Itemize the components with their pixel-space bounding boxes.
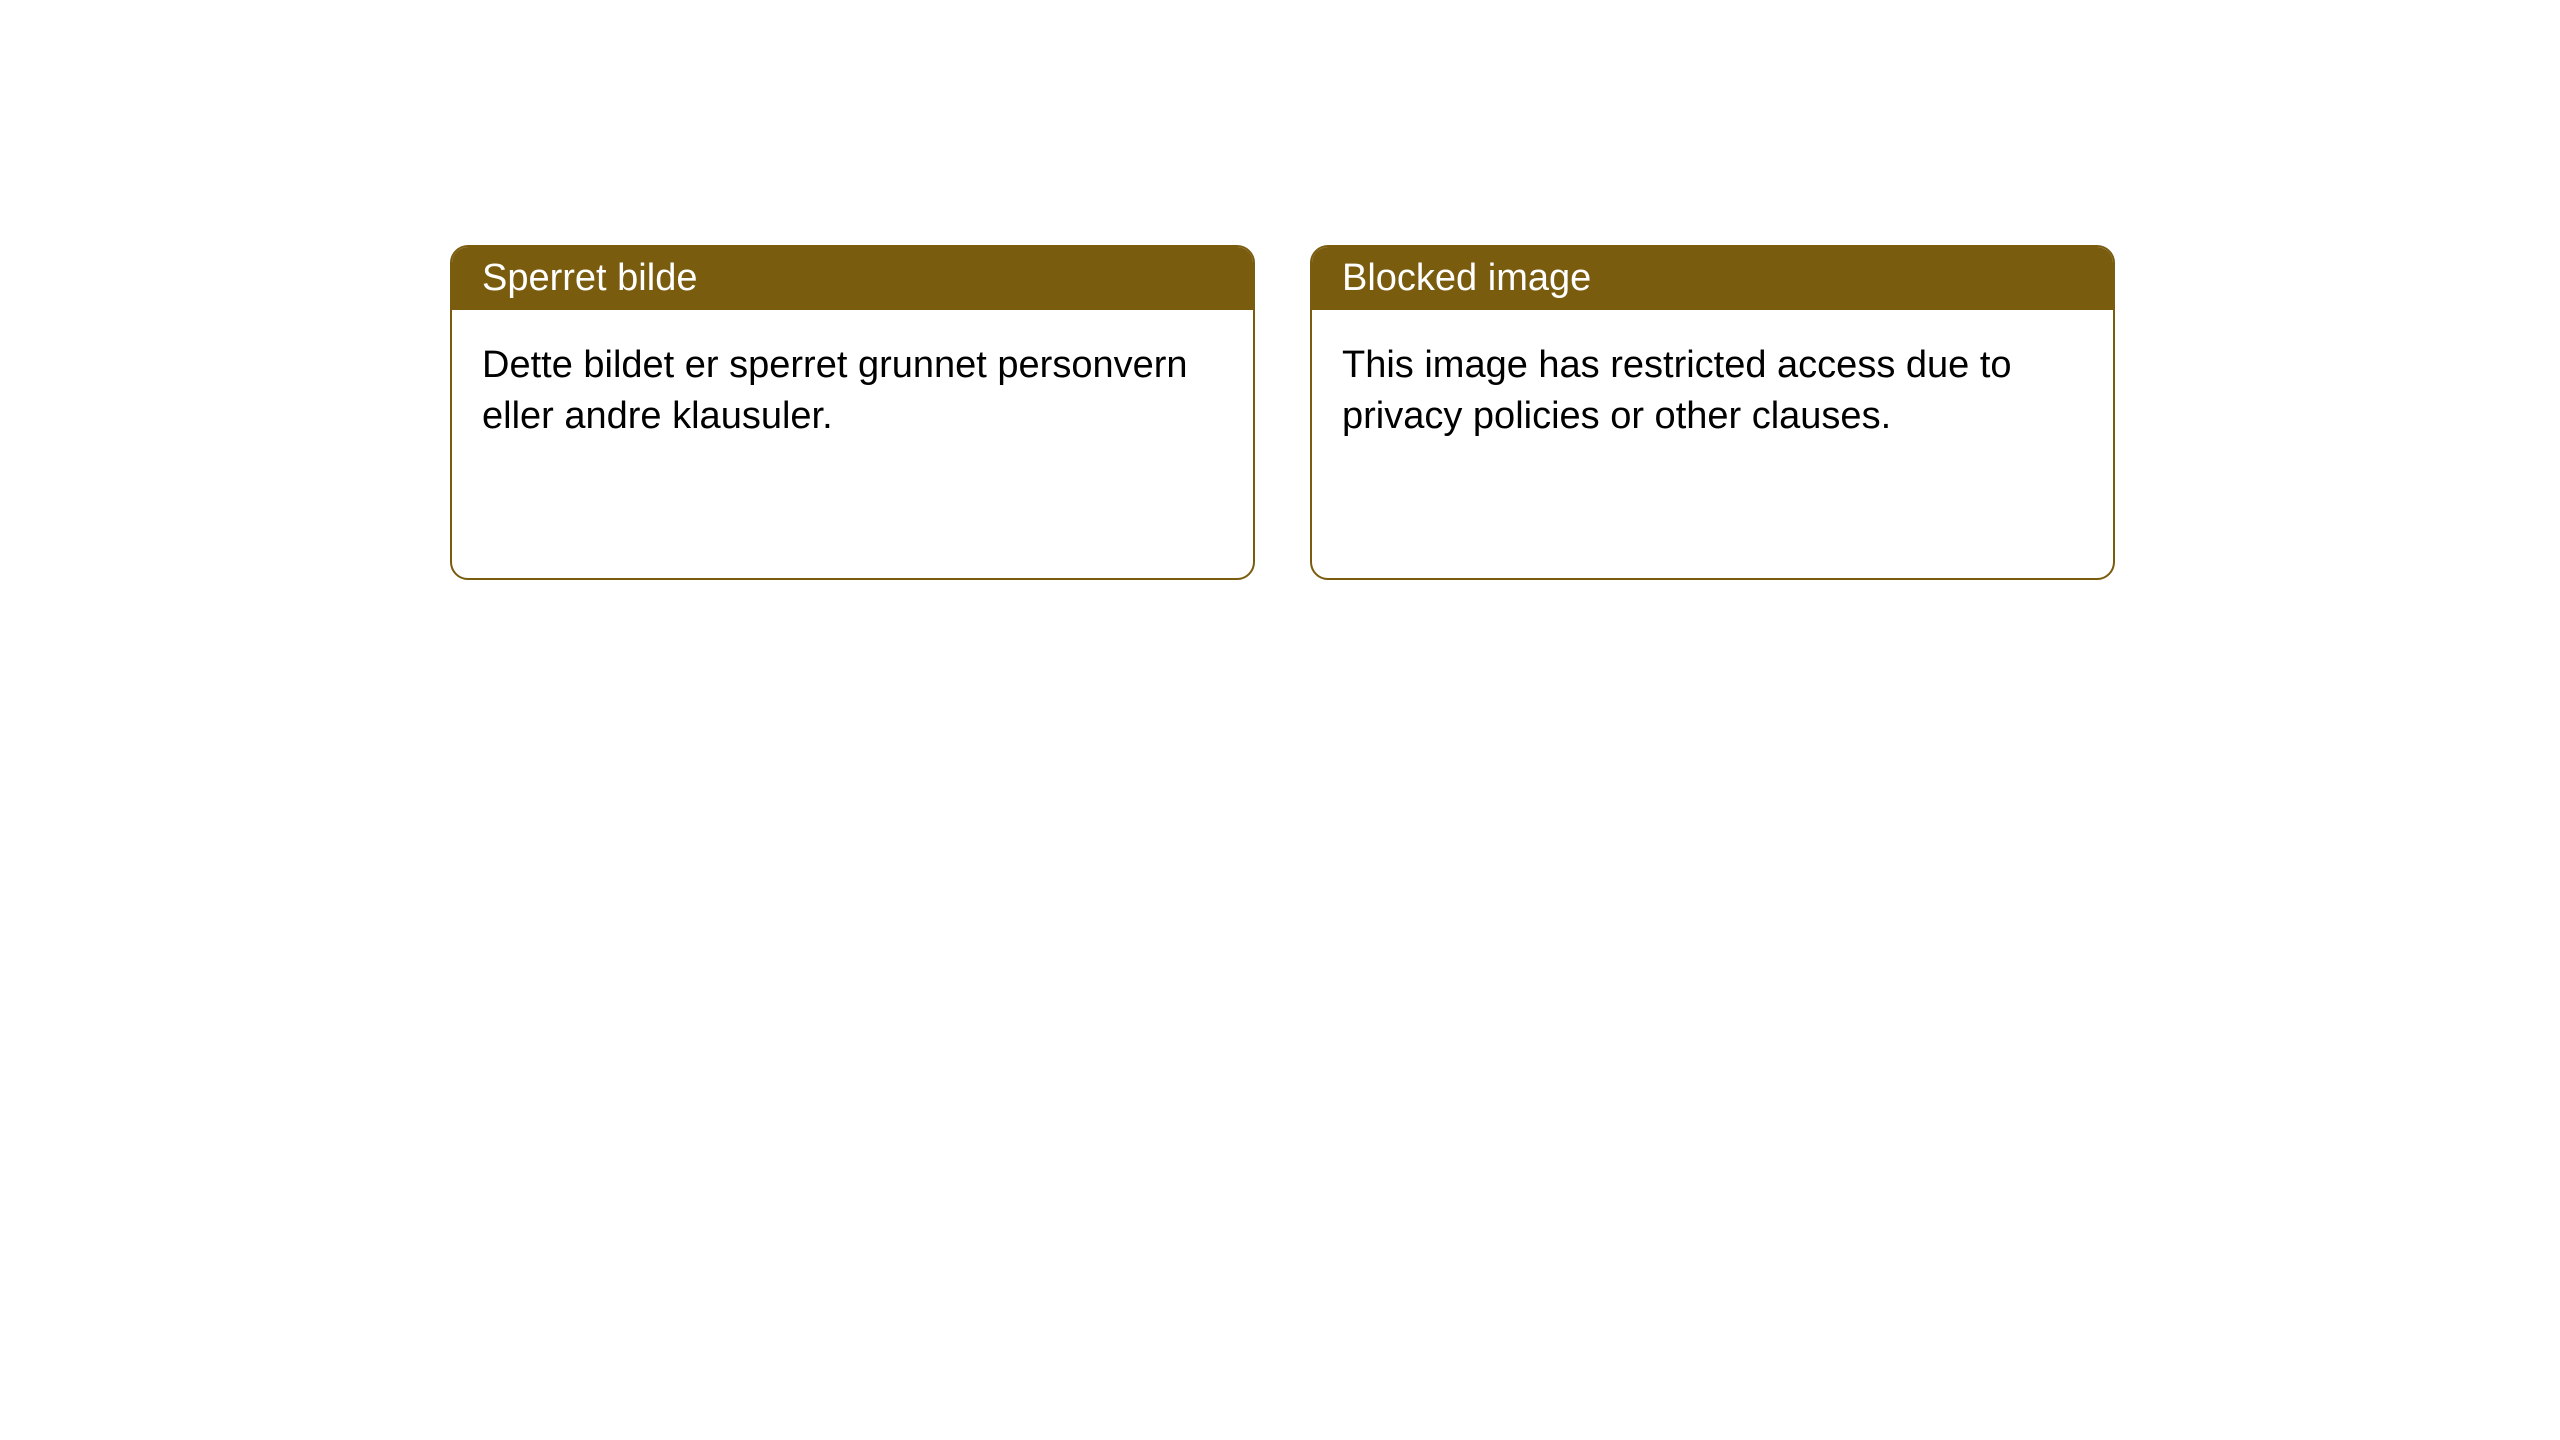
notice-body-english: This image has restricted access due to …: [1312, 310, 2113, 473]
notice-card-norwegian: Sperret bilde Dette bildet er sperret gr…: [450, 245, 1255, 580]
notice-card-english: Blocked image This image has restricted …: [1310, 245, 2115, 580]
notice-header-norwegian: Sperret bilde: [452, 247, 1253, 310]
notice-header-english: Blocked image: [1312, 247, 2113, 310]
notice-body-norwegian: Dette bildet er sperret grunnet personve…: [452, 310, 1253, 473]
notice-container: Sperret bilde Dette bildet er sperret gr…: [450, 245, 2115, 580]
